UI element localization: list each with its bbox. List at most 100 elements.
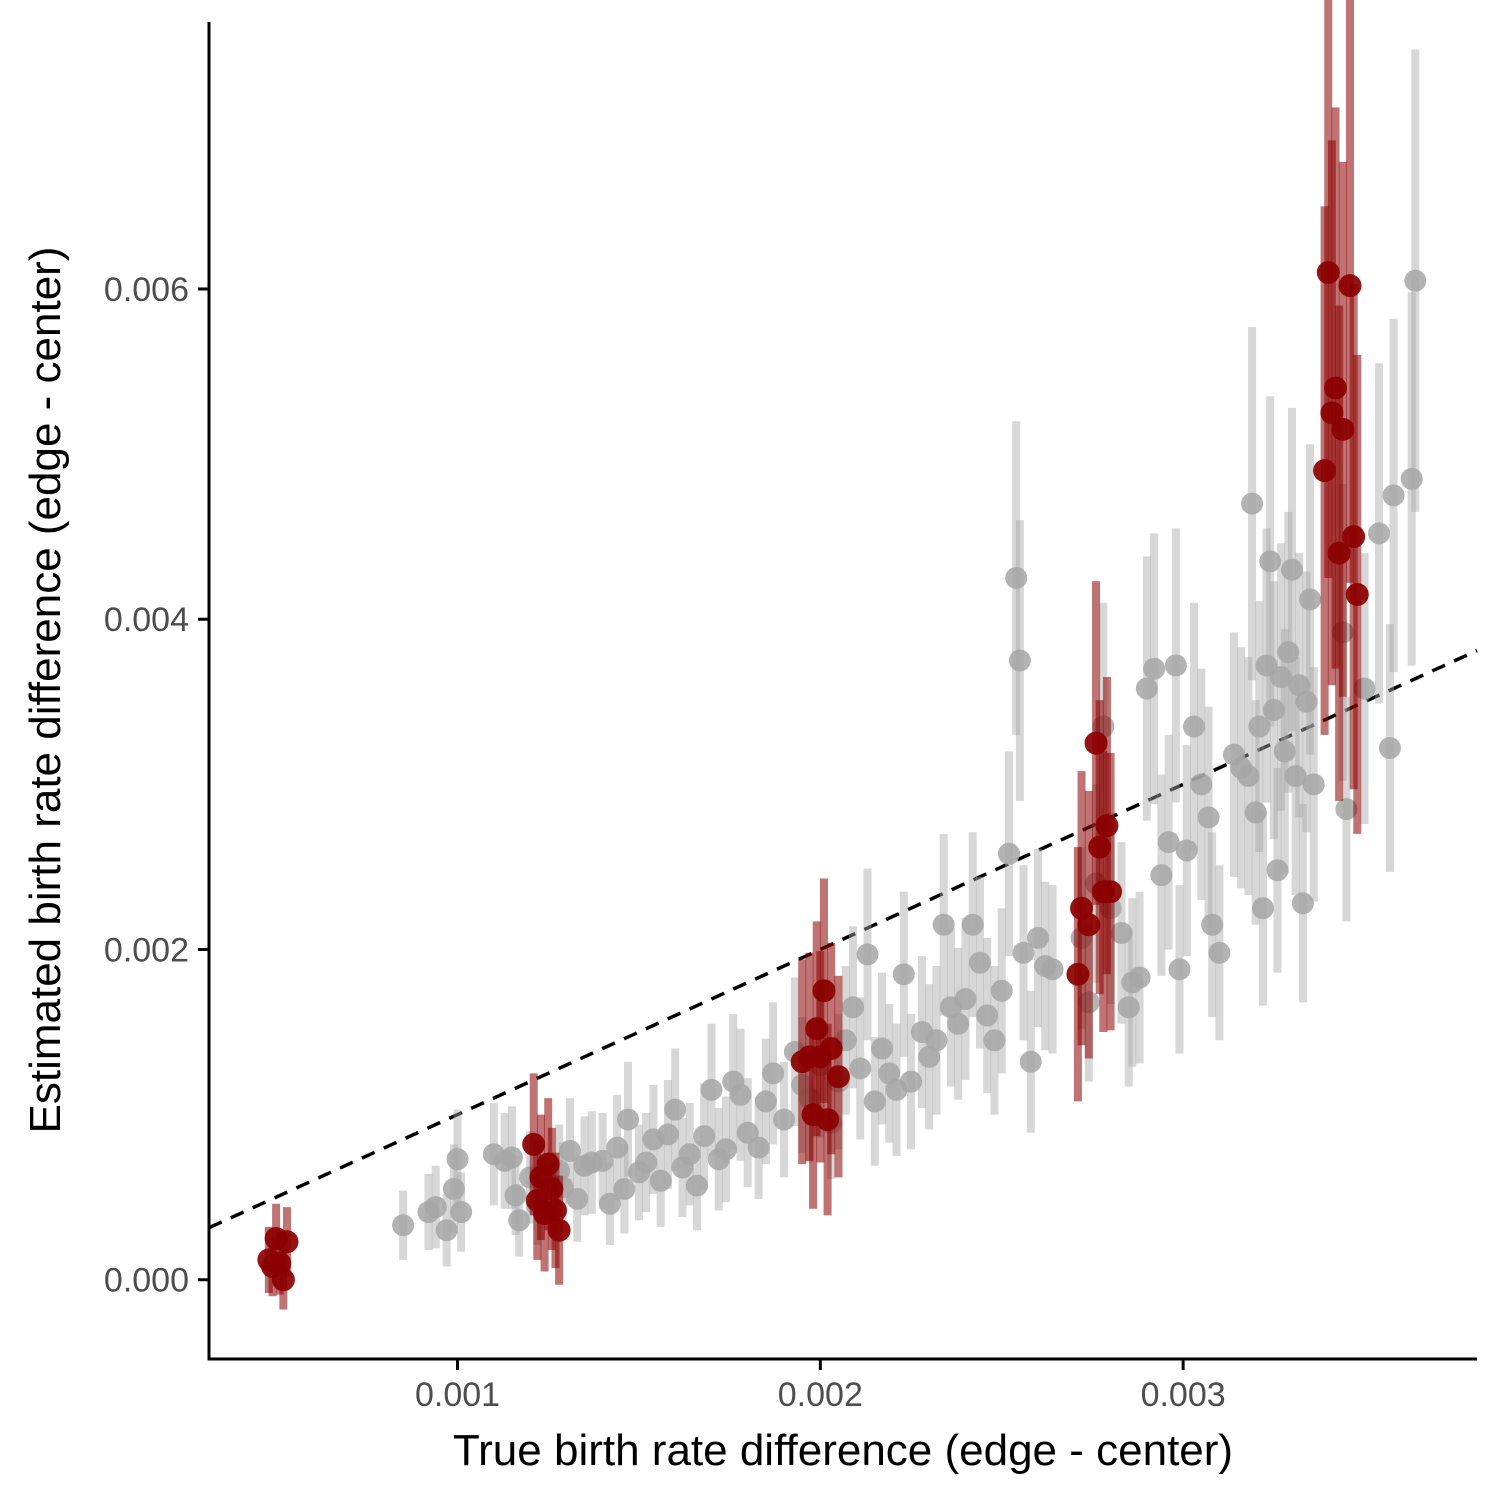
reference-line-layer bbox=[209, 649, 1478, 1230]
grey-data-point bbox=[678, 1143, 701, 1166]
grey-data-point bbox=[1190, 773, 1213, 796]
red-data-point bbox=[1320, 401, 1344, 425]
grey-data-point bbox=[1382, 484, 1405, 507]
grey-data-point bbox=[1128, 966, 1151, 989]
grey-data-point bbox=[871, 1037, 894, 1060]
grey-data-point bbox=[1280, 558, 1303, 581]
grey-data-point bbox=[961, 913, 984, 936]
grey-data-point bbox=[1404, 269, 1427, 292]
grey-data-point bbox=[591, 1149, 614, 1172]
grey-data-point bbox=[1378, 737, 1401, 760]
grey-data-point bbox=[1143, 657, 1166, 680]
grey-data-point bbox=[918, 1045, 941, 1068]
grey-data-point bbox=[997, 842, 1020, 865]
grey-data-point bbox=[649, 1169, 672, 1192]
red-data-point bbox=[1331, 417, 1355, 441]
red-data-point bbox=[536, 1152, 560, 1176]
red-data-point bbox=[522, 1132, 546, 1156]
grey-data-point bbox=[392, 1214, 415, 1237]
red-data-point bbox=[812, 979, 836, 1003]
grey-data-point bbox=[1259, 550, 1282, 573]
grey-data-point bbox=[693, 1125, 716, 1148]
grey-data-point bbox=[1295, 690, 1318, 713]
grey-data-point bbox=[664, 1098, 687, 1121]
grey-data-point bbox=[849, 1057, 872, 1080]
grey-data-point bbox=[1284, 765, 1307, 788]
grey-data-point bbox=[435, 1219, 458, 1242]
grey-data-point bbox=[1175, 839, 1198, 862]
grey-data-point bbox=[558, 1139, 581, 1162]
red-data-point bbox=[271, 1268, 295, 1292]
red-data-point bbox=[816, 1108, 840, 1132]
grey-data-point bbox=[932, 913, 955, 936]
red-data-point bbox=[1324, 376, 1348, 400]
red-data-point bbox=[1066, 962, 1090, 986]
grey-data-point bbox=[754, 1090, 777, 1113]
grey-data-point bbox=[1008, 649, 1031, 672]
grey-data-point bbox=[841, 996, 864, 1019]
red-data-point bbox=[1345, 582, 1369, 606]
red-data-point bbox=[1338, 274, 1362, 298]
y-axis-title: Estimated birth rate difference (edge - … bbox=[21, 247, 70, 1134]
grey-data-point bbox=[729, 1083, 752, 1106]
y-tick-label: 0.002 bbox=[104, 931, 189, 969]
grey-data-point bbox=[606, 1136, 629, 1159]
grey-data-point bbox=[1244, 801, 1267, 824]
grey-point-layer bbox=[392, 269, 1427, 1242]
grey-data-point bbox=[1117, 996, 1140, 1019]
grey-data-point bbox=[446, 1148, 469, 1171]
grey-data-point bbox=[1299, 588, 1322, 611]
grey-data-point bbox=[878, 1062, 901, 1085]
grey-data-point bbox=[450, 1201, 473, 1224]
x-tick-label: 0.003 bbox=[1141, 1376, 1226, 1414]
grey-data-point bbox=[1273, 740, 1296, 763]
grey-data-point bbox=[1183, 715, 1206, 738]
grey-data-point bbox=[1291, 892, 1314, 915]
grey-data-point bbox=[773, 1108, 796, 1131]
red-data-point bbox=[1316, 260, 1340, 284]
grey-data-point bbox=[1248, 715, 1271, 738]
grey-data-point bbox=[1262, 699, 1285, 722]
y-axis-ticks: 0.000 0.002 0.004 0.006 bbox=[104, 271, 209, 1300]
red-point-layer bbox=[257, 260, 1369, 1292]
grey-data-point bbox=[685, 1174, 708, 1197]
x-tick-label: 0.002 bbox=[778, 1376, 863, 1414]
grey-data-point bbox=[1164, 654, 1187, 677]
grey-data-point bbox=[656, 1123, 679, 1146]
grey-data-point bbox=[762, 1062, 785, 1085]
grey-data-point bbox=[892, 963, 915, 986]
x-axis-title: True birth rate difference (edge - cente… bbox=[453, 1426, 1233, 1475]
grey-data-point bbox=[1019, 1050, 1042, 1073]
y-tick-label: 0.004 bbox=[104, 601, 189, 639]
grey-data-point bbox=[747, 1136, 770, 1159]
red-data-point bbox=[1077, 913, 1101, 937]
reference-line bbox=[209, 649, 1478, 1230]
grey-data-point bbox=[1241, 492, 1264, 515]
grey-data-point bbox=[1005, 566, 1028, 589]
grey-data-point bbox=[954, 988, 977, 1011]
grey-data-point bbox=[1041, 958, 1064, 981]
red-data-point bbox=[1099, 880, 1123, 904]
grey-data-point bbox=[1150, 864, 1173, 887]
y-tick-label: 0.000 bbox=[104, 1262, 189, 1300]
grey-data-point bbox=[1302, 773, 1325, 796]
grey-data-point bbox=[976, 1004, 999, 1027]
red-data-point bbox=[805, 1017, 829, 1041]
grey-data-point bbox=[598, 1192, 621, 1215]
red-data-point bbox=[1342, 525, 1366, 549]
grey-data-point bbox=[613, 1177, 636, 1200]
grey-data-point bbox=[1208, 941, 1231, 964]
red-data-point bbox=[819, 1037, 843, 1061]
red-data-point bbox=[547, 1218, 571, 1242]
grey-data-point bbox=[504, 1184, 527, 1207]
red-data-point bbox=[1095, 814, 1119, 838]
grey-data-point bbox=[900, 1070, 923, 1093]
grey-data-point bbox=[990, 979, 1013, 1002]
grey-data-point bbox=[856, 943, 879, 966]
grey-data-point bbox=[1270, 666, 1293, 689]
red-data-point bbox=[540, 1177, 564, 1201]
grey-data-point bbox=[983, 1029, 1006, 1052]
grey-data-point bbox=[1197, 806, 1220, 829]
red-data-point bbox=[1084, 731, 1108, 755]
